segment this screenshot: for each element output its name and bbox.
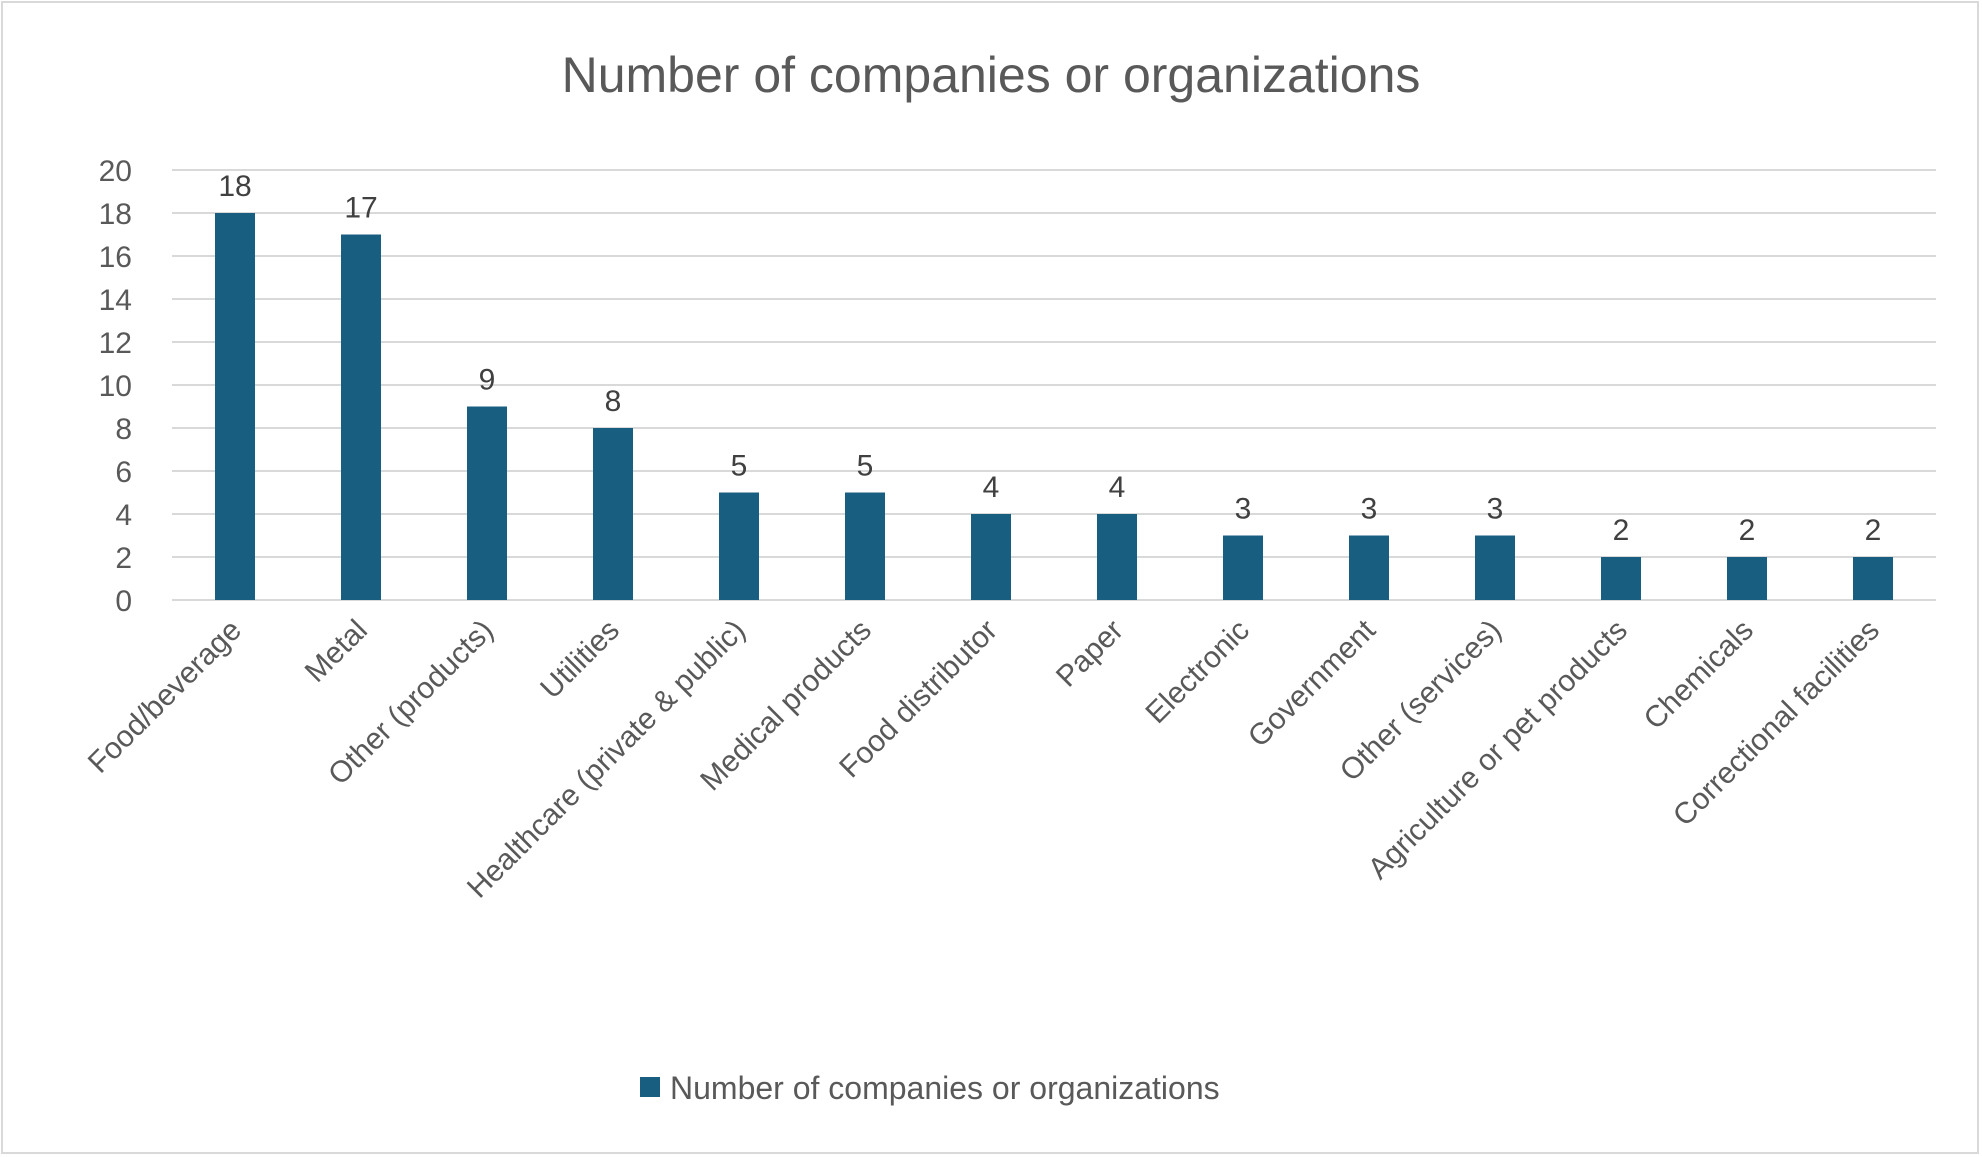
bar	[971, 514, 1011, 600]
bar	[1601, 557, 1641, 600]
y-tick-label: 2	[115, 542, 132, 575]
data-label: 18	[218, 170, 251, 203]
legend-swatch	[640, 1077, 660, 1097]
bar	[1349, 535, 1389, 600]
bar	[215, 213, 255, 600]
y-tick-label: 8	[115, 413, 132, 446]
x-tick-label: Metal	[299, 614, 374, 689]
data-label: 4	[983, 471, 1000, 504]
y-tick-label: 18	[99, 198, 132, 231]
data-label: 3	[1487, 493, 1504, 526]
y-tick-label: 16	[99, 241, 132, 274]
bar	[1853, 557, 1893, 600]
data-label: 8	[605, 385, 622, 418]
legend-label: Number of companies or organizations	[670, 1070, 1220, 1106]
x-tick-label: Electronic	[1139, 614, 1255, 730]
y-tick-label: 10	[99, 370, 132, 403]
data-label: 17	[344, 192, 377, 225]
y-tick-label: 4	[115, 499, 132, 532]
x-tick-label: Paper	[1050, 614, 1130, 694]
data-label: 9	[479, 364, 496, 397]
data-label: 2	[1865, 514, 1882, 547]
bar	[719, 492, 759, 600]
legend: Number of companies or organizations	[640, 1070, 1220, 1106]
data-label: 2	[1739, 514, 1756, 547]
data-label: 5	[857, 450, 874, 483]
chart-title: Number of companies or organizations	[562, 47, 1421, 103]
data-label: 2	[1613, 514, 1630, 547]
data-label: 3	[1235, 493, 1252, 526]
bar	[1223, 535, 1263, 600]
x-tick-label: Chemicals	[1638, 614, 1760, 736]
data-label: 5	[731, 450, 748, 483]
y-tick-label: 14	[99, 284, 132, 317]
data-label: 4	[1109, 471, 1126, 504]
bar	[341, 234, 381, 600]
x-tick-label: Government	[1242, 613, 1383, 754]
data-label: 3	[1361, 493, 1378, 526]
y-tick-label: 0	[115, 585, 132, 618]
x-tick-label: Correctional facilities	[1667, 614, 1886, 833]
bar	[845, 492, 885, 600]
bar	[467, 406, 507, 600]
x-tick-label: Utilities	[534, 614, 626, 706]
bar	[1475, 535, 1515, 600]
y-tick-label: 20	[99, 155, 132, 188]
y-tick-label: 12	[99, 327, 132, 360]
bar	[593, 428, 633, 600]
bar	[1097, 514, 1137, 600]
x-tick-label: Agriculture or pet products	[1362, 614, 1634, 886]
bar	[1727, 557, 1767, 600]
x-tick-label: Food/beverage	[82, 614, 248, 780]
y-tick-label: 6	[115, 456, 132, 489]
